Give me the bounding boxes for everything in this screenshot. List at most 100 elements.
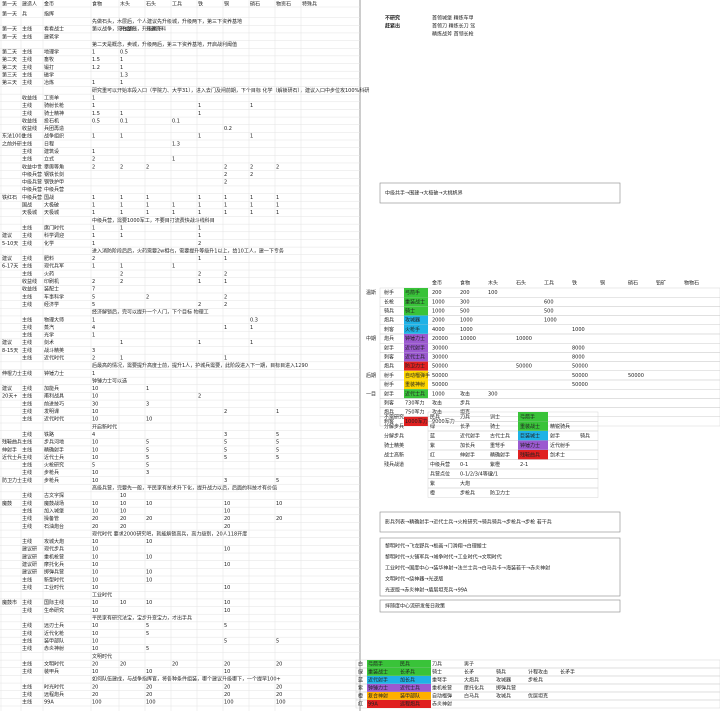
cell: 10 xyxy=(224,547,230,553)
type-cell: 弓箭手 xyxy=(520,413,535,420)
cost-cell: 刺客 xyxy=(384,400,394,407)
bottom-cell: 民兵 xyxy=(400,661,410,668)
cell: 主线 xyxy=(22,400,32,407)
type-cell: 刀兵 xyxy=(460,413,470,420)
cell: 发明课 xyxy=(44,408,59,415)
cost-cell: 防卫力士 xyxy=(405,363,425,370)
cell: 工资单 xyxy=(44,94,59,101)
cell: 2 xyxy=(250,172,253,178)
type-cell: 射手 xyxy=(550,432,560,439)
bottom-cell: 紫 xyxy=(358,686,363,692)
cell: 10 xyxy=(146,669,152,675)
cell: 20 xyxy=(120,661,126,667)
cost-cell: 炮兵 xyxy=(384,363,394,370)
cell: 1 xyxy=(224,356,227,362)
cell: 20 xyxy=(120,516,126,522)
bottom-row xyxy=(355,699,720,709)
bottom-cell: 骑士 xyxy=(432,669,442,676)
cell: 主线 xyxy=(22,500,32,507)
cell: 2 xyxy=(224,180,227,186)
bottom-color xyxy=(367,660,399,668)
cell: 5 xyxy=(276,638,279,644)
cell: 20 xyxy=(224,684,230,690)
cell: 赤炎神射 xyxy=(44,645,64,652)
cell: 6-17天 xyxy=(2,264,18,270)
cost-cell: 500 xyxy=(544,309,554,315)
table-header: 铅矿 xyxy=(656,280,666,287)
cost-cell: 射手 xyxy=(384,344,394,351)
cost-cell: 骑兵 xyxy=(384,308,394,315)
bottom-cell: 99A xyxy=(368,702,378,708)
cell: 主线 xyxy=(22,347,32,354)
type-cell xyxy=(404,297,428,307)
bottom-cell: 重机枪营 xyxy=(432,685,452,692)
cell: 3 xyxy=(92,348,95,354)
cell: 精确射手 xyxy=(44,446,64,453)
cell: 1 xyxy=(172,264,175,270)
table-header: 硝石 xyxy=(628,280,638,287)
cell: 1 xyxy=(276,409,279,415)
cell: 第一天 xyxy=(2,26,17,33)
type-cell: 0-1 xyxy=(460,462,468,468)
cost-cell: 50000 xyxy=(628,373,644,379)
cell: 10 xyxy=(92,470,98,476)
note-line: 首领城堡 精炼车甲 xyxy=(432,15,474,22)
cell: 建议 xyxy=(2,339,12,346)
cell: 文明时代 xyxy=(44,660,64,667)
cost-cell: 射手 xyxy=(384,381,394,388)
cell: 步枪兵 xyxy=(44,469,59,476)
cell: 收益线 xyxy=(22,278,37,285)
bottom-cell: 掷弹兵营 xyxy=(496,685,516,692)
cell: 主线 xyxy=(22,270,32,277)
cell: 建议研 xyxy=(22,569,37,576)
cell: 1 xyxy=(250,340,253,346)
cell: 蒸汽 xyxy=(44,324,54,331)
bottom-cell: 刀兵 xyxy=(432,661,442,668)
units-box xyxy=(379,511,621,533)
cell: 10 xyxy=(224,585,230,591)
table-header: 物物石 xyxy=(684,280,699,287)
cell: 1 xyxy=(92,195,95,201)
cell: 10 xyxy=(92,394,98,400)
cell: 主线 xyxy=(22,140,32,147)
type-cell xyxy=(404,288,428,298)
cell: 5 xyxy=(276,447,279,453)
cost-cell: 50000 xyxy=(432,382,448,388)
table-header: 铁 xyxy=(572,280,577,287)
cell: 20 xyxy=(92,516,98,522)
cell: 畜牧 xyxy=(44,56,54,63)
cost-cell: 50000 xyxy=(432,373,448,379)
cost-cell: 8000 xyxy=(572,355,585,361)
group-label: 中期 xyxy=(366,335,376,342)
cell: 20 xyxy=(276,684,282,690)
cell: 1 xyxy=(92,233,95,239)
cell: 10 xyxy=(92,623,98,629)
cost-cell: 攻击 xyxy=(432,400,442,407)
cost-cell: 1000 xyxy=(460,327,473,333)
cell: 主线 xyxy=(22,637,32,644)
cell: 钢铁护甲 xyxy=(44,179,64,186)
cell: 主线 xyxy=(22,454,32,461)
type-cell xyxy=(404,389,428,399)
cost-cell: 50000 xyxy=(572,373,588,379)
cell: 建议研 xyxy=(22,561,37,568)
cell: 5 xyxy=(146,455,149,461)
cell: 骑士精神 xyxy=(44,110,64,117)
cost-cell: 1000 xyxy=(432,391,445,397)
type-cell xyxy=(404,361,428,371)
cell: 1 xyxy=(92,95,95,101)
header-cell: 铁 xyxy=(198,1,203,8)
type-label: 分解步兵 xyxy=(384,432,404,439)
cell: 印刷机 xyxy=(44,278,59,285)
cell: 战争组织 xyxy=(44,133,64,140)
note-red: 不研究 xyxy=(385,15,400,22)
cell: 2 xyxy=(198,271,201,277)
cell: 收益中世 xyxy=(22,163,42,170)
type-cell: 绿 xyxy=(430,423,435,430)
cell: 古文字探 xyxy=(44,492,64,499)
cell: 2 xyxy=(224,409,227,415)
cell: 主线 xyxy=(22,370,32,377)
cost-cell: 20000 xyxy=(432,336,448,342)
cell: 1 xyxy=(120,195,123,201)
cell: 先做石头，木层后，个人建议先升级城，升级两下，第三下资养基地 xyxy=(92,18,242,25)
